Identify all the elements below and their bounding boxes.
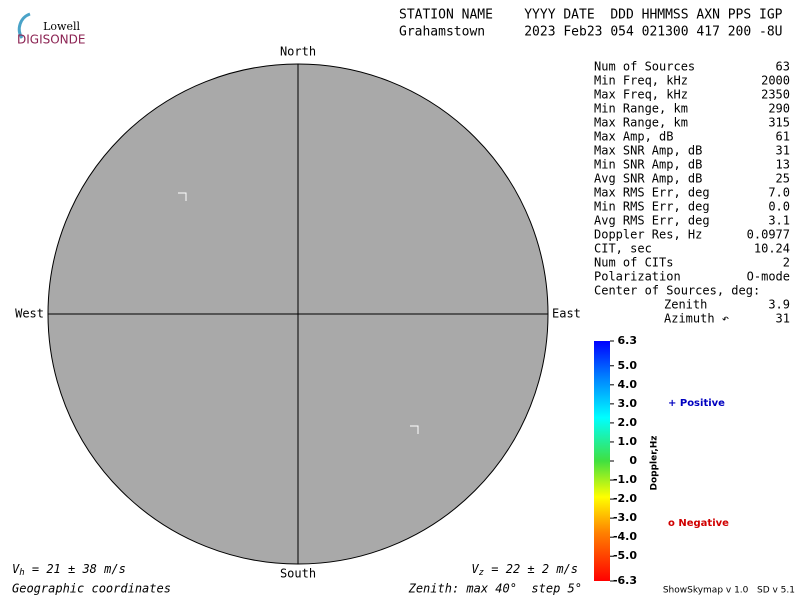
stat-label: Num of Sources (594, 60, 695, 74)
center-value: 31 (776, 312, 790, 326)
colorbar-tick-label: -1.0 (613, 473, 637, 486)
stat-label: Max SNR Amp, dB (594, 144, 702, 158)
stat-value: 31 (776, 144, 790, 158)
center-value: 3.9 (768, 298, 790, 312)
stat-label: Min Range, km (594, 102, 688, 116)
center-label: Azimuth ↶ (664, 312, 729, 326)
stat-value: 25 (776, 172, 790, 186)
colorbar-tick-label: -4.0 (613, 530, 637, 543)
version: ShowSkymap v 1.0 SD v 5.1 (663, 586, 795, 596)
dir-west: West (15, 307, 44, 321)
stat-value: 61 (776, 130, 790, 144)
stat-value: 290 (768, 102, 790, 116)
colorbar-tick-label: 1.0 (618, 435, 638, 448)
coords: Geographic coordinates (12, 582, 171, 596)
stat-label: Max Freq, kHz (594, 88, 688, 102)
center-label: Zenith (664, 298, 707, 312)
colorbar-tick-label: -6.3 (613, 574, 637, 587)
stat-value: 13 (776, 158, 790, 172)
stat-value: 2 (783, 256, 790, 270)
stat-value: 0.0 (768, 200, 790, 214)
vz: Vz = 22 ± 2 m/s (471, 562, 578, 578)
stat-label: Avg RMS Err, deg (594, 214, 710, 228)
dir-north: North (280, 45, 316, 59)
stat-label: CIT, sec (594, 242, 652, 256)
dir-east: East (552, 307, 581, 321)
colorbar-tick-label: 6.3 (618, 334, 638, 347)
stat-value: 2000 (761, 74, 790, 88)
stat-value: O-mode (747, 270, 790, 284)
stat-value: 3.1 (768, 214, 790, 228)
legend-positive: + Positive (668, 398, 725, 409)
stat-label: Doppler Res, Hz (594, 228, 702, 242)
colorbar-tick-label: -5.0 (613, 549, 637, 562)
colorbar (594, 341, 610, 581)
colorbar-tick-label: -3.0 (613, 511, 637, 524)
vz-symbol: V (471, 562, 479, 576)
stat-label: Max Range, km (594, 116, 688, 130)
stat-value: 315 (768, 116, 790, 130)
stat-value: 2350 (761, 88, 790, 102)
vh-sub: h (19, 568, 24, 578)
vh-symbol: V (12, 562, 20, 576)
colorbar-tick-label: 5.0 (618, 359, 638, 372)
colorbar-tick-label: 0 (629, 454, 637, 467)
corner-marks (178, 192, 419, 434)
stat-label: Max RMS Err, deg (594, 186, 710, 200)
stat-value: 0.0977 (747, 228, 790, 242)
stat-label: Min Freq, kHz (594, 74, 688, 88)
legend-negative: o Negative (668, 518, 729, 529)
stat-label: Avg SNR Amp, dB (594, 172, 702, 186)
stat-value: 10.24 (754, 242, 790, 256)
colorbar-tick-label: 2.0 (618, 416, 638, 429)
colorbar-tick-label: 4.0 (618, 378, 638, 391)
stat-label: Num of CITs (594, 256, 673, 270)
center-title: Center of Sources, deg: (594, 284, 760, 298)
vh-text: = 21 ± 38 m/s (25, 562, 126, 576)
vz-text: = 22 ± 2 m/s (484, 562, 578, 576)
stat-label: Polarization (594, 270, 681, 284)
colorbar-label: Doppler,Hz (650, 435, 660, 490)
colorbar-tick-label: 3.0 (618, 397, 638, 410)
logo-bottom: DIGISONDE (17, 33, 85, 47)
vh: Vh = 21 ± 38 m/s (12, 562, 126, 578)
colorbar-tick-label: -2.0 (613, 492, 637, 505)
stat-label: Min RMS Err, deg (594, 200, 710, 214)
logo-top: Lowell (43, 20, 80, 33)
stat-value: 63 (776, 60, 790, 74)
stat-value: 7.0 (768, 186, 790, 200)
zenith-note: Zenith: max 40° step 5° (408, 582, 582, 596)
header-values: Grahamstown 2023 Feb23 054 021300 417 20… (399, 25, 783, 40)
dir-south: South (280, 567, 316, 581)
logo-arc (17, 12, 31, 39)
header-columns: STATION NAME YYYY DATE DDD HHMMSS AXN PP… (399, 8, 783, 23)
stat-label: Max Amp, dB (594, 130, 673, 144)
stat-label: Min SNR Amp, dB (594, 158, 702, 172)
vz-sub: z (479, 568, 484, 578)
